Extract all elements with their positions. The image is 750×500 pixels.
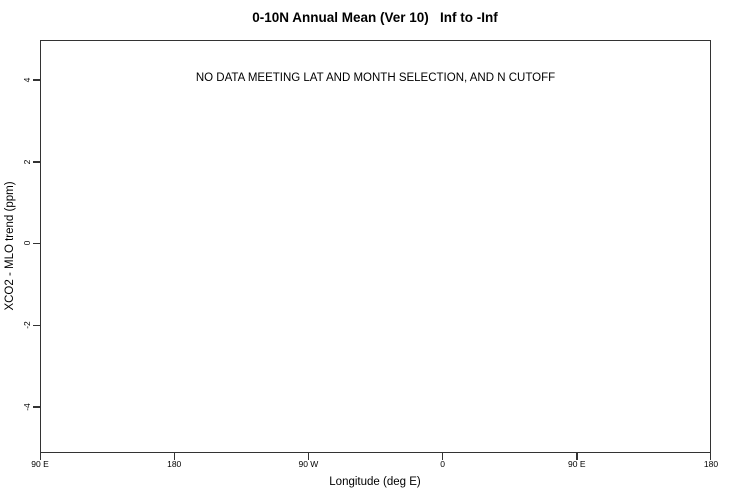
x-tick-mark [39,453,41,460]
x-tick-label: 180 [703,459,719,469]
x-tick-label: 180 [167,459,182,469]
x-tick-mark [576,453,578,460]
y-tick-label: 2 [22,159,32,165]
y-axis-label: XCO2 - MLO trend (ppm) [4,181,16,311]
x-tick-label: 90 E [31,459,49,469]
x-axis-label: Longitude (deg E) [329,476,421,488]
x-tick-label: 0 [440,459,445,469]
y-tick-mark [33,79,40,81]
no-data-message: NO DATA MEETING LAT AND MONTH SELECTION,… [195,72,556,84]
y-tick-label: 4 [22,77,32,83]
x-tick-mark [307,453,310,460]
y-tick-mark [33,324,40,326]
y-tick-mark [33,406,40,408]
x-tick-mark [173,453,175,460]
x-tick-label: 90 E [568,459,586,469]
x-tick-label: 90 W [298,459,319,469]
plot-area [40,40,711,453]
y-tick-mark [33,161,40,163]
y-tick-label: -2 [22,321,32,329]
y-tick-mark [33,242,40,245]
x-tick-mark [441,453,444,460]
chart-title: 0-10N Annual Mean (Ver 10) Inf to -Inf [252,10,498,25]
x-tick-mark [709,453,711,460]
y-tick-label: -4 [22,403,32,411]
y-tick-label: 0 [22,240,32,246]
